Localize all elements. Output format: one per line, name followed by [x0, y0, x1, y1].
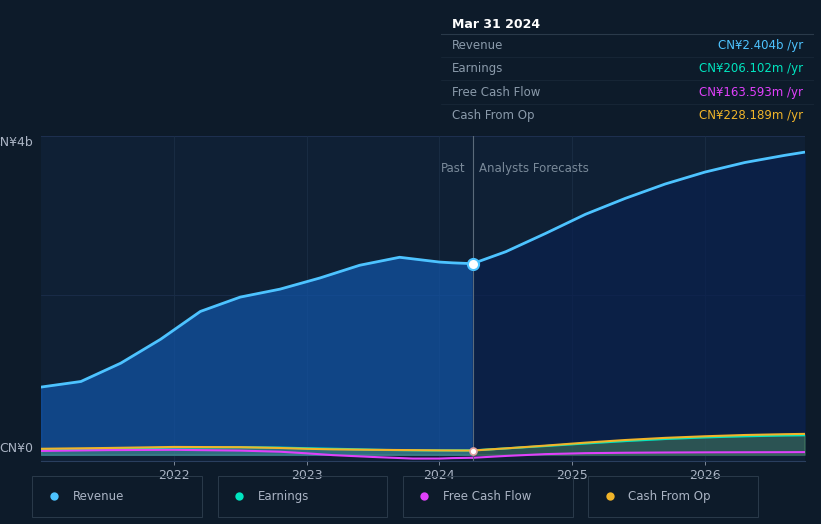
Text: CN¥4b: CN¥4b [0, 136, 34, 149]
Text: Earnings: Earnings [258, 490, 309, 503]
Text: CN¥206.102m /yr: CN¥206.102m /yr [699, 62, 803, 75]
Text: Cash From Op: Cash From Op [628, 490, 711, 503]
Text: Revenue: Revenue [452, 39, 503, 52]
Text: Free Cash Flow: Free Cash Flow [443, 490, 531, 503]
Text: Analysts Forecasts: Analysts Forecasts [479, 162, 589, 174]
Text: Cash From Op: Cash From Op [452, 109, 534, 122]
Text: CN¥0: CN¥0 [0, 442, 34, 455]
Text: Earnings: Earnings [452, 62, 503, 75]
Text: Mar 31 2024: Mar 31 2024 [452, 17, 540, 30]
Text: Revenue: Revenue [72, 490, 124, 503]
Text: Free Cash Flow: Free Cash Flow [452, 85, 540, 99]
Text: CN¥228.189m /yr: CN¥228.189m /yr [699, 109, 803, 122]
Text: Past: Past [442, 162, 466, 174]
Text: CN¥163.593m /yr: CN¥163.593m /yr [699, 85, 803, 99]
Text: CN¥2.404b /yr: CN¥2.404b /yr [718, 39, 803, 52]
